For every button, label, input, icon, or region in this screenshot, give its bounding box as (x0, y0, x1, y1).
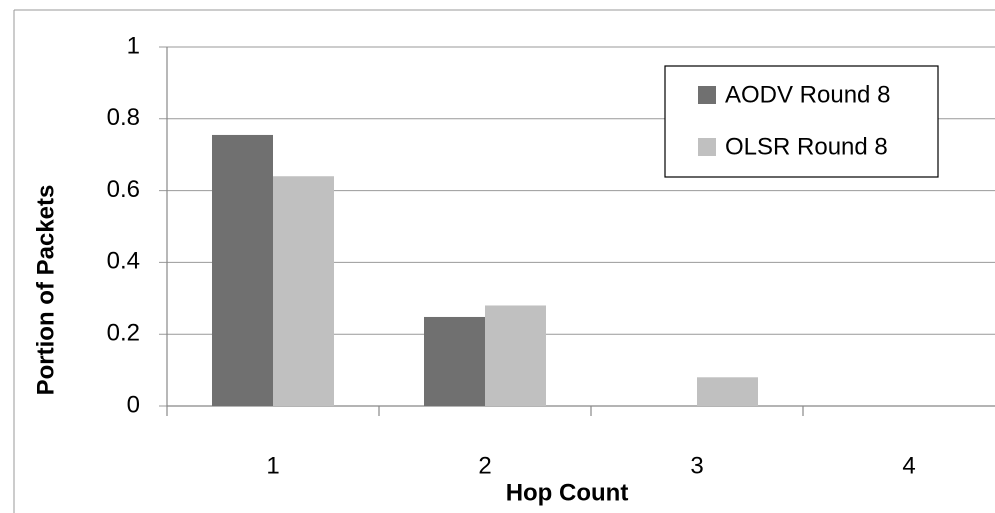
y-tick-label: 1 (127, 32, 140, 59)
legend-box (664, 65, 939, 178)
bar (697, 377, 758, 406)
bar (424, 316, 485, 406)
x-tick-label: 1 (266, 452, 279, 479)
y-tick-label: 0 (127, 391, 140, 418)
bar (212, 134, 273, 406)
y-axis-title: Portion of Packets (32, 185, 59, 396)
y-tick-label: 0.6 (107, 176, 140, 203)
y-tick-label: 0.4 (107, 248, 140, 275)
x-tick-label: 2 (478, 452, 491, 479)
bar (273, 176, 334, 406)
x-axis-title: Hop Count (506, 479, 629, 506)
bar (485, 305, 546, 406)
y-tick-label: 0.8 (107, 104, 140, 131)
legend-label: OLSR Round 8 (725, 133, 888, 160)
x-tick-label: 4 (902, 452, 915, 479)
legend-swatch (698, 138, 716, 156)
legend-label: AODV Round 8 (725, 81, 890, 108)
y-tick-label: 0.2 (107, 320, 140, 347)
legend-swatch (698, 86, 716, 104)
x-tick-label: 3 (690, 452, 703, 479)
